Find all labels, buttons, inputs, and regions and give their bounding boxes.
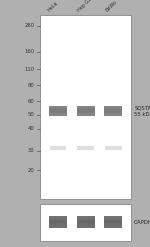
Text: Hep G2: Hep G2 (77, 0, 93, 13)
Bar (76, 115, 94, 116)
Bar (49, 107, 67, 108)
Bar (104, 106, 122, 116)
Bar (76, 110, 94, 111)
Bar (49, 227, 67, 228)
Bar (104, 217, 122, 218)
Bar (49, 216, 67, 217)
Bar (76, 222, 94, 223)
Text: 160: 160 (24, 49, 34, 54)
Bar (49, 113, 67, 114)
Bar (104, 115, 122, 116)
Bar (104, 111, 122, 112)
Text: 55 kDa: 55 kDa (134, 112, 150, 117)
Bar (104, 112, 122, 113)
Bar (104, 113, 122, 114)
Bar (104, 109, 122, 110)
Bar (76, 114, 94, 115)
Bar (49, 223, 67, 224)
Bar (104, 225, 122, 226)
Bar (76, 111, 94, 112)
Bar (76, 220, 94, 221)
Bar (104, 218, 122, 219)
Bar (76, 226, 94, 227)
Text: BeWo: BeWo (104, 0, 118, 13)
Bar (49, 106, 67, 107)
Bar (40, 204, 131, 241)
Bar (49, 115, 67, 116)
Bar (76, 112, 94, 113)
Text: 50: 50 (28, 112, 34, 117)
Bar (49, 221, 67, 222)
Bar (104, 216, 122, 217)
Bar (76, 113, 94, 114)
Bar (104, 108, 122, 109)
Bar (76, 219, 94, 220)
Bar (104, 107, 122, 108)
Bar (104, 224, 122, 225)
Bar (49, 109, 67, 110)
Bar (76, 217, 94, 218)
Bar (105, 146, 122, 150)
Text: 60: 60 (28, 99, 34, 104)
Bar (104, 106, 122, 107)
Bar (104, 114, 122, 115)
Bar (49, 226, 67, 227)
Bar (49, 114, 67, 115)
Bar (49, 108, 67, 109)
Bar (49, 106, 67, 116)
Bar (76, 227, 94, 228)
Text: HeLa: HeLa (47, 0, 59, 13)
Bar (49, 222, 67, 223)
Bar (76, 223, 94, 224)
Bar (40, 15, 131, 199)
Bar (49, 216, 67, 228)
Bar (104, 219, 122, 220)
Bar (76, 216, 94, 228)
Bar (49, 225, 67, 226)
Bar (76, 216, 94, 217)
Bar (76, 224, 94, 225)
Bar (49, 112, 67, 113)
Text: 110: 110 (24, 67, 34, 72)
Bar (76, 106, 94, 116)
Bar (104, 226, 122, 227)
Bar (49, 220, 67, 221)
Bar (104, 221, 122, 222)
Bar (49, 219, 67, 220)
Text: 260: 260 (24, 23, 34, 28)
Bar (76, 106, 94, 107)
Text: 30: 30 (28, 148, 34, 153)
Bar (76, 225, 94, 226)
Bar (76, 108, 94, 109)
Bar (104, 110, 122, 111)
Bar (104, 222, 122, 223)
Bar (50, 146, 66, 150)
Bar (49, 111, 67, 112)
Text: 20: 20 (28, 168, 34, 173)
Bar (104, 220, 122, 221)
Bar (77, 146, 94, 150)
Bar (49, 224, 67, 225)
Text: GAPDH: GAPDH (134, 220, 150, 225)
Bar (49, 110, 67, 111)
Bar (49, 218, 67, 219)
Bar (49, 217, 67, 218)
Text: 80: 80 (28, 83, 34, 88)
Bar (104, 227, 122, 228)
Bar (76, 221, 94, 222)
Bar (76, 107, 94, 108)
Text: 40: 40 (28, 126, 34, 131)
Bar (104, 216, 122, 228)
Bar (76, 218, 94, 219)
Bar (76, 109, 94, 110)
Bar (104, 223, 122, 224)
Text: SQSTM1: SQSTM1 (134, 105, 150, 110)
